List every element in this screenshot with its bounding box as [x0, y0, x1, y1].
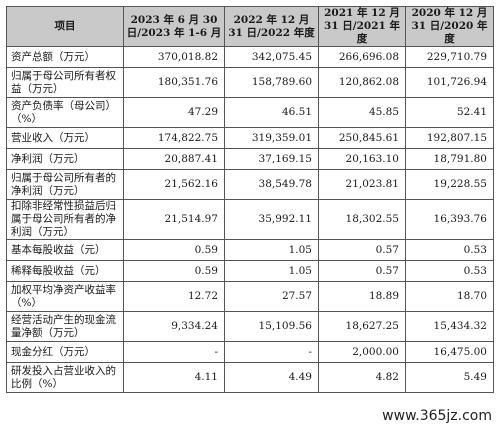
cell-value: 19,228.55: [405, 169, 494, 200]
cell-value: 342,075.45: [224, 46, 319, 68]
cell-value: 101,726.94: [405, 67, 494, 98]
cell-value: 38,549.78: [224, 169, 319, 200]
watermark: www.365jz.com: [382, 408, 492, 424]
cell-value: -: [123, 341, 225, 363]
cell-value: 20,887.41: [123, 148, 225, 170]
cell-value: 9,334.24: [123, 311, 225, 342]
cell-value: 18,302.55: [318, 199, 406, 240]
cell-value: 250,845.61: [318, 127, 406, 149]
row-label: 资产总额（万元）: [6, 46, 124, 68]
header-2021: 2021 年 12 月 31 日/2021 年度: [318, 6, 406, 47]
cell-value: 0.59: [123, 239, 225, 261]
cell-value: 1.05: [224, 260, 319, 282]
row-label: 经营活动产生的现金流量净额（万元）: [6, 311, 124, 342]
cell-value: 158,789.60: [224, 67, 319, 98]
cell-value: 4.82: [318, 362, 406, 393]
cell-value: 47.29: [123, 97, 225, 128]
table-row: 研发投入占营业收入的比例（%） 4.11 4.49 4.82 5.49: [6, 362, 494, 393]
table-header-row: 项目 2023 年 6 月 30 日/2023 年 1-6 月 2022 年 1…: [6, 6, 494, 47]
cell-value: 5.49: [405, 362, 494, 393]
cell-value: 192,807.15: [405, 127, 494, 149]
cell-value: 18.89: [318, 281, 406, 312]
cell-value: 15,434.32: [405, 311, 494, 342]
cell-value: 2,000.00: [318, 341, 406, 363]
financial-data-table: 项目 2023 年 6 月 30 日/2023 年 1-6 月 2022 年 1…: [6, 6, 494, 393]
table-row: 资产总额（万元） 370,018.82 342,075.45 266,696.0…: [6, 46, 494, 68]
table-row: 现金分红（万元） - - 2,000.00 16,475.00: [6, 341, 494, 363]
cell-value: 18.70: [405, 281, 494, 312]
cell-value: 12.72: [123, 281, 225, 312]
row-label: 净利润（万元）: [6, 148, 124, 170]
cell-value: 0.53: [405, 260, 494, 282]
cell-value: 52.41: [405, 97, 494, 128]
table-row: 经营活动产生的现金流量净额（万元） 9,334.24 15,109.56 18,…: [6, 311, 494, 342]
row-label: 扣除非经常性损益后归属于母公司所有者的净利润（万元）: [6, 199, 124, 240]
table-row: 加权平均净资产收益率（%） 12.72 27.57 18.89 18.70: [6, 281, 494, 312]
cell-value: 15,109.56: [224, 311, 319, 342]
cell-value: 0.57: [318, 260, 406, 282]
cell-value: 229,710.79: [405, 46, 494, 68]
header-2023h1: 2023 年 6 月 30 日/2023 年 1-6 月: [123, 6, 225, 47]
cell-value: 180,351.76: [123, 67, 225, 98]
cell-value: 21,514.97: [123, 199, 225, 240]
row-label: 现金分红（万元）: [6, 341, 124, 363]
cell-value: 266,696.08: [318, 46, 406, 68]
cell-value: 120,862.08: [318, 67, 406, 98]
cell-value: 319,359.01: [224, 127, 319, 149]
row-label: 资产负债率（母公司）（%）: [6, 97, 124, 128]
cell-value: 16,393.76: [405, 199, 494, 240]
cell-value: 18,627.25: [318, 311, 406, 342]
header-2022: 2022 年 12 月 31 日/2022 年度: [224, 6, 319, 47]
row-label: 基本每股收益（元）: [6, 239, 124, 261]
row-label: 稀释每股收益（元）: [6, 260, 124, 282]
cell-value: -: [224, 341, 319, 363]
cell-value: 16,475.00: [405, 341, 494, 363]
cell-value: 45.85: [318, 97, 406, 128]
table-row: 净利润（万元） 20,887.41 37,169.15 20,163.10 18…: [6, 148, 494, 170]
table-row: 营业收入（万元） 174,822.75 319,359.01 250,845.6…: [6, 127, 494, 149]
cell-value: 0.53: [405, 239, 494, 261]
row-label: 归属于母公司所有者的净利润（万元）: [6, 169, 124, 200]
cell-value: 0.59: [123, 260, 225, 282]
cell-value: 35,992.11: [224, 199, 319, 240]
table-row: 归属于母公司所有者权益（万元） 180,351.76 158,789.60 12…: [6, 67, 494, 98]
cell-value: 174,822.75: [123, 127, 225, 149]
cell-value: 4.11: [123, 362, 225, 393]
cell-value: 20,163.10: [318, 148, 406, 170]
row-label: 归属于母公司所有者权益（万元）: [6, 67, 124, 98]
table-row: 稀释每股收益（元） 0.59 1.05 0.57 0.53: [6, 260, 494, 282]
header-item: 项目: [6, 6, 124, 47]
cell-value: 27.57: [224, 281, 319, 312]
cell-value: 21,562.16: [123, 169, 225, 200]
cell-value: 21,023.81: [318, 169, 406, 200]
cell-value: 4.49: [224, 362, 319, 393]
table-row: 基本每股收益（元） 0.59 1.05 0.57 0.53: [6, 239, 494, 261]
cell-value: 46.51: [224, 97, 319, 128]
cell-value: 0.57: [318, 239, 406, 261]
table-row: 资产负债率（母公司）（%） 47.29 46.51 45.85 52.41: [6, 97, 494, 128]
cell-value: 37,169.15: [224, 148, 319, 170]
row-label: 营业收入（万元）: [6, 127, 124, 149]
row-label: 研发投入占营业收入的比例（%）: [6, 362, 124, 393]
cell-value: 18,791.80: [405, 148, 494, 170]
table-row: 归属于母公司所有者的净利润（万元） 21,562.16 38,549.78 21…: [6, 169, 494, 200]
cell-value: 1.05: [224, 239, 319, 261]
row-label: 加权平均净资产收益率（%）: [6, 281, 124, 312]
table-row: 扣除非经常性损益后归属于母公司所有者的净利润（万元） 21,514.97 35,…: [6, 199, 494, 240]
header-2020: 2020 年 12 月 31 日/2020 年度: [405, 6, 494, 47]
cell-value: 370,018.82: [123, 46, 225, 68]
